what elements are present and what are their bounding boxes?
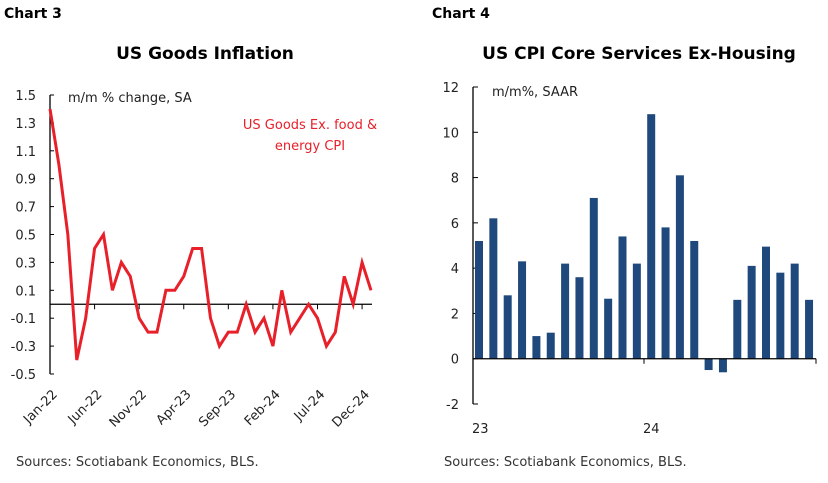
x-tick-label: Feb-24 (242, 387, 284, 429)
y-tick-label: 2 (451, 307, 459, 322)
bar (561, 263, 570, 359)
chart-4-source: Sources: Scotiabank Economics, BLS. (444, 455, 687, 470)
bar (690, 240, 699, 359)
y-tick-label: 1.1 (15, 145, 36, 160)
y-axis-unit-label: m/m % change, SA (68, 91, 192, 106)
x-tick-label: Nov-22 (107, 387, 150, 430)
x-tick-label: Apr-23 (154, 387, 195, 428)
chart-4-label: Chart 4 (432, 6, 490, 22)
y-tick-label: 1.5 (15, 89, 36, 104)
y-tick-label: 0 (451, 353, 459, 368)
bar (532, 336, 541, 359)
bar (805, 299, 814, 359)
y-tick-label: -2 (446, 398, 459, 413)
bar (604, 298, 613, 359)
bar (503, 295, 512, 359)
y-tick-label: 0.3 (15, 256, 36, 271)
y-tick-label: 12 (442, 81, 459, 96)
x-tick-label: Sep-23 (196, 387, 239, 430)
y-tick-label: -0.3 (11, 340, 36, 355)
bar (704, 358, 713, 371)
x-tick-label: Jul-24 (291, 387, 328, 424)
bar (589, 197, 598, 359)
legend-label: energy CPI (275, 139, 345, 154)
bar (518, 261, 527, 359)
y-tick-label: 6 (451, 217, 459, 232)
y-axis-unit-label: m/m%, SAAR (492, 85, 578, 100)
bar (762, 246, 770, 359)
bar (661, 227, 670, 359)
bar (489, 218, 498, 359)
y-tick-label: 0.9 (15, 173, 36, 188)
y-tick-label: -0.5 (11, 368, 36, 383)
bar (776, 272, 785, 359)
y-tick-label: -0.1 (11, 312, 36, 327)
bar (575, 277, 584, 359)
x-tick-label: Jun-22 (65, 387, 106, 428)
bar (718, 358, 727, 373)
chart-3-label: Chart 3 (4, 6, 62, 22)
x-tick-label: 23 (472, 422, 489, 437)
y-tick-label: 1.3 (15, 117, 36, 132)
series-line (48, 108, 373, 361)
x-tick-label: 24 (643, 422, 660, 437)
bar (747, 265, 756, 359)
bar (790, 263, 799, 359)
bar (618, 236, 627, 359)
chart-3-source: Sources: Scotiabank Economics, BLS. (16, 455, 259, 470)
y-tick-label: 0.5 (15, 229, 36, 244)
bar (733, 299, 742, 359)
bar (546, 332, 555, 359)
chart-3-title: US Goods Inflation (116, 44, 294, 64)
y-tick-label: 0.7 (15, 201, 36, 216)
x-tick-label: Jan-22 (20, 387, 61, 428)
y-tick-label: 8 (451, 172, 459, 187)
y-tick-label: 10 (442, 126, 459, 141)
x-tick-label: Dec-24 (330, 387, 373, 430)
chart-4-title: US CPI Core Services Ex-Housing (482, 44, 796, 64)
y-tick-label: 4 (451, 262, 459, 277)
bar (675, 175, 684, 359)
bar (475, 240, 483, 359)
legend-label: US Goods Ex. food & (243, 118, 377, 133)
y-tick-label: 0.1 (15, 284, 36, 299)
bar (647, 114, 656, 359)
bar (632, 263, 641, 359)
